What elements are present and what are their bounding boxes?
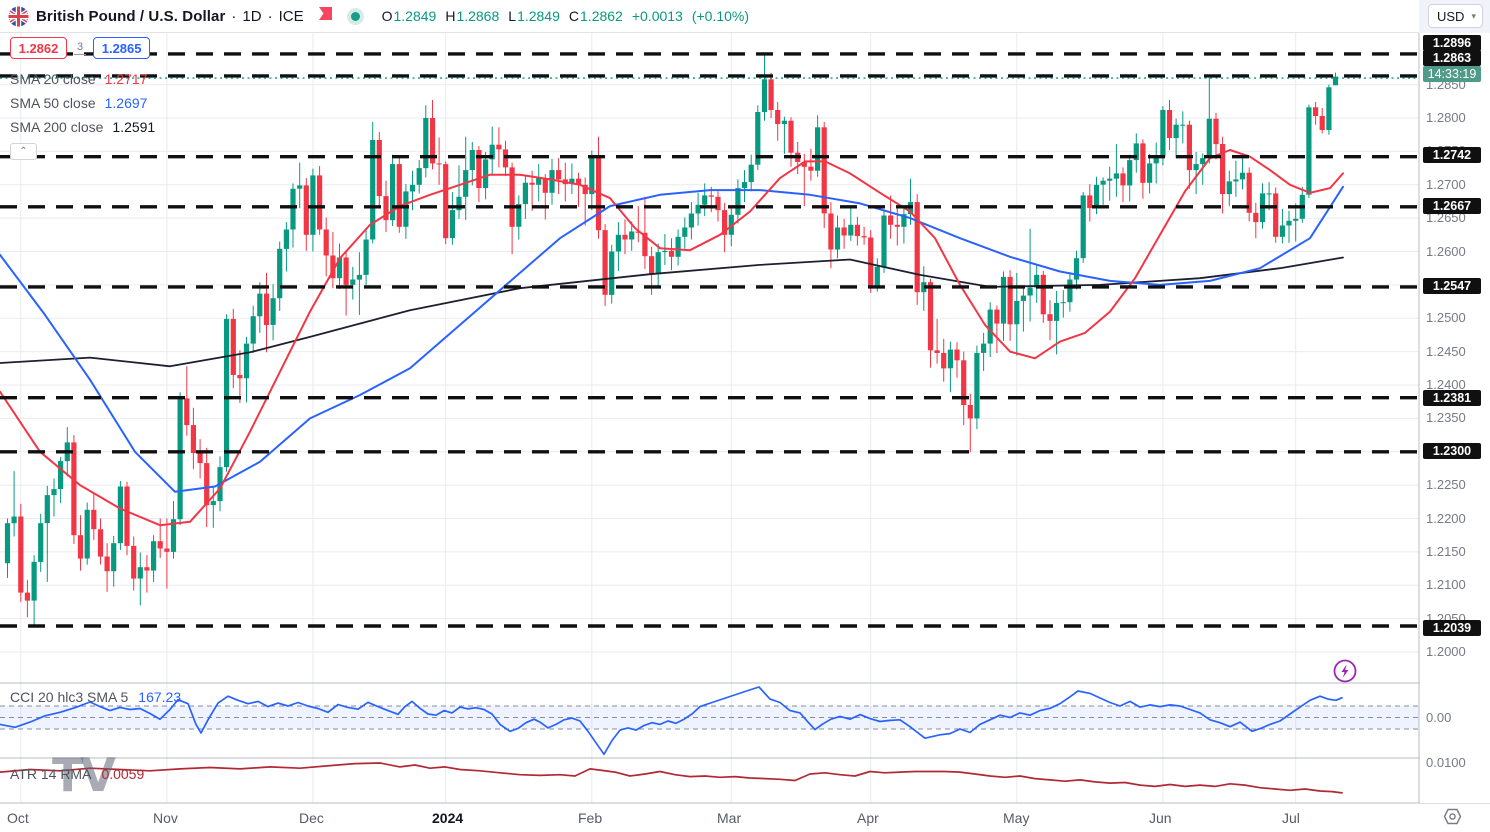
exchange-label[interactable]: ICE (278, 7, 304, 25)
sma200-value: 1.2591 (112, 119, 156, 135)
time-tick-label: Dec (299, 810, 324, 826)
change-value: +0.0013 (631, 8, 683, 24)
price-tick-label: 1.2400 (1426, 377, 1466, 392)
low-label: L (508, 8, 517, 24)
chevron-down-icon: ▾ (1471, 10, 1476, 21)
close-label: C (568, 8, 580, 24)
atr-legend: ATR 14 RMA 0.0059 (10, 766, 144, 782)
bar-countdown-chip: 14:33:19 (1423, 66, 1481, 82)
sma20-label: SMA 20 close (10, 71, 96, 87)
sma50-label: SMA 50 close (10, 95, 96, 111)
atr-axis-tick: 0.0100 (1426, 755, 1466, 770)
time-tick-label: Apr (857, 810, 879, 826)
price-level-chip: 1.2863 (1423, 50, 1481, 66)
price-level-chip: 1.2896 (1423, 35, 1481, 51)
quote-row: 1.2862 3 1.2865 (10, 37, 151, 59)
time-axis[interactable]: Oct Nov Dec 2024 Feb Mar Apr May Jun Jul (0, 804, 1419, 832)
close-value: 1.2862 (580, 8, 623, 24)
flag-bookmark-icon[interactable] (318, 6, 333, 26)
toolbar: British Pound / U.S. Dollar · 1D · ICE O… (0, 0, 1419, 33)
time-tick-label: Oct (7, 810, 29, 826)
high-label: H (445, 8, 456, 24)
price-axis[interactable]: 1.2000 1.2050 1.2100 1.2150 1.2200 1.2250 1.23… (1420, 33, 1490, 803)
price-level-chip: 1.2381 (1423, 390, 1481, 406)
cci-axis-tick: 0.00 (1426, 710, 1452, 725)
time-tick-label: Feb (578, 810, 603, 826)
title-separator: · (231, 7, 237, 25)
symbol-flag-icon (8, 6, 29, 27)
time-tick-label: 2024 (432, 810, 464, 826)
price-tick-label: 1.2500 (1426, 310, 1466, 325)
timezone-settings-icon[interactable] (1443, 807, 1462, 831)
time-tick-label: Jun (1149, 810, 1172, 826)
cci-legend: CCI 20 hlc3 SMA 5 167.23 (10, 689, 181, 705)
currency-value: USD (1437, 8, 1465, 24)
cci-label: CCI 20 hlc3 SMA 5 (10, 689, 129, 705)
sma20-value: 1.2717 (104, 71, 148, 87)
symbol-title[interactable]: British Pound / U.S. Dollar (36, 7, 226, 25)
price-tick-label: 1.2250 (1426, 477, 1466, 492)
sma50-value: 1.2697 (104, 95, 148, 111)
low-value: 1.2849 (517, 8, 560, 24)
legend-row-sma50: SMA 50 close 1.2697 (10, 91, 155, 115)
cci-value: 167.23 (138, 689, 182, 705)
indicator-legend: SMA 20 close 1.2717 SMA 50 close 1.2697 … (10, 67, 155, 160)
legend-row-sma20: SMA 20 close 1.2717 (10, 67, 155, 91)
atr-label: ATR 14 RMA (10, 766, 92, 782)
sma200-label: SMA 200 close (10, 119, 104, 135)
buy-ask-button[interactable]: 1.2865 (93, 37, 151, 59)
price-tick-label: 1.2100 (1426, 577, 1466, 592)
sell-bid-button[interactable]: 1.2862 (10, 37, 67, 59)
interval-label[interactable]: 1D (242, 7, 262, 25)
open-label: O (381, 8, 393, 24)
price-tick-label: 1.2200 (1426, 511, 1466, 526)
open-value: 1.2849 (393, 8, 437, 24)
tradingview-watermark: TV (52, 748, 116, 802)
price-tick-label: 1.2450 (1426, 344, 1466, 359)
legend-row-sma200: SMA 200 close 1.2591 (10, 115, 155, 139)
price-level-chip: 1.2667 (1423, 198, 1481, 214)
quick-trade-lightning-button[interactable] (1332, 658, 1358, 689)
atr-value: 0.0059 (101, 766, 145, 782)
time-tick-label: May (1003, 810, 1030, 826)
legend-collapse-button[interactable]: ⌃ (10, 143, 37, 160)
price-tick-label: 1.2600 (1426, 244, 1466, 259)
price-level-chip: 1.2547 (1423, 278, 1481, 294)
title-separator-2: · (267, 7, 273, 25)
price-tick-label: 1.2150 (1426, 544, 1466, 559)
price-level-chip: 1.2300 (1423, 443, 1481, 459)
high-value: 1.2868 (456, 8, 500, 24)
change-percent-value: (+0.10%) (691, 8, 750, 24)
spread-value: 3 (74, 41, 87, 55)
price-tick-label: 1.2350 (1426, 410, 1466, 425)
axis-corner: USD ▾ (1419, 0, 1490, 33)
time-tick-label: Jul (1282, 810, 1300, 826)
time-tick-label: Mar (717, 810, 742, 826)
price-tick-label: 1.2000 (1426, 644, 1466, 659)
currency-dropdown[interactable]: USD ▾ (1428, 4, 1483, 28)
ohlc-readout: O 1.2849 H 1.2868 L 1.2849 C 1.2862 +0.0013 … (382, 8, 749, 24)
price-level-chip: 1.2039 (1423, 620, 1481, 636)
market-status-dot-icon[interactable] (350, 11, 360, 21)
price-tick-label: 1.2700 (1426, 177, 1466, 192)
price-tick-label: 1.2800 (1426, 110, 1466, 125)
time-tick-label: Nov (153, 810, 178, 826)
price-level-chip: 1.2742 (1423, 147, 1481, 163)
